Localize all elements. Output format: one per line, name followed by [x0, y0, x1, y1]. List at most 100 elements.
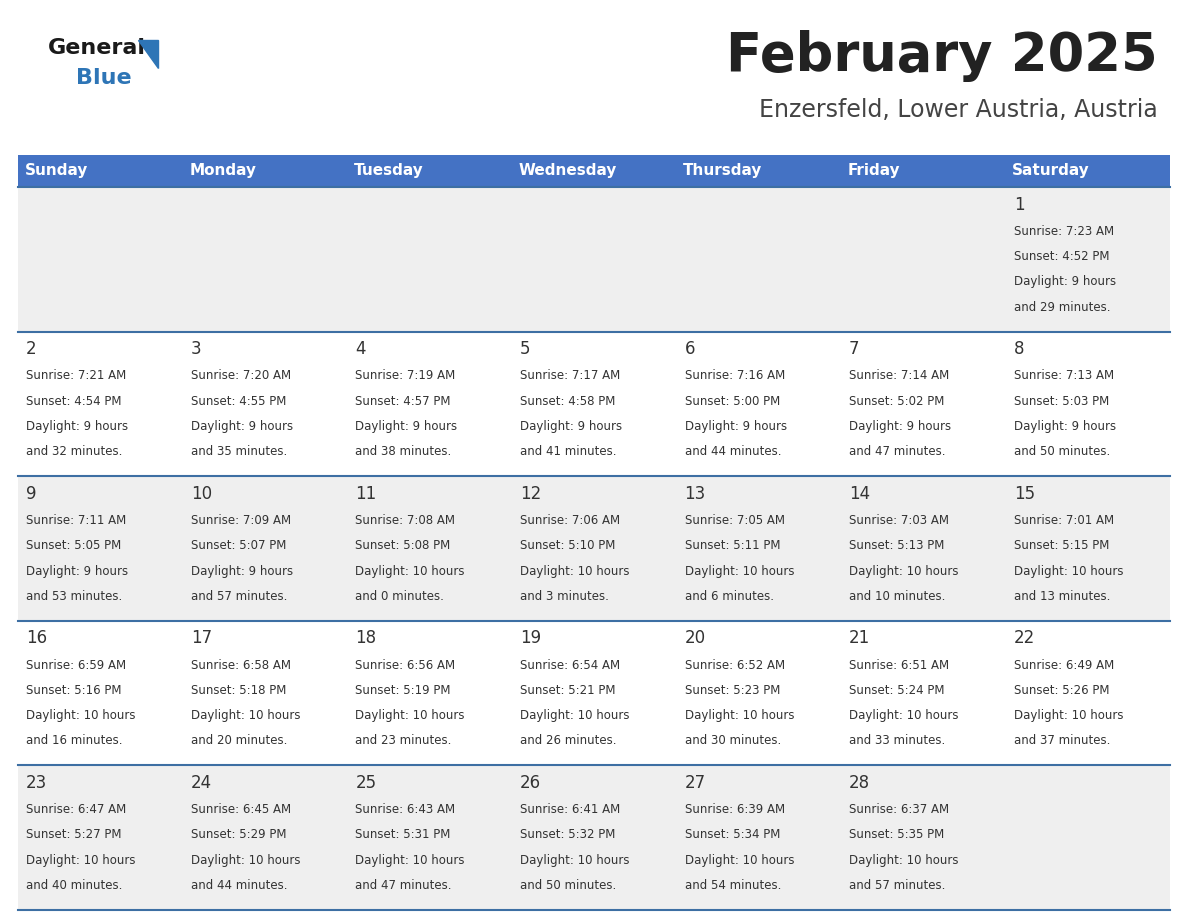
Text: and 3 minutes.: and 3 minutes.: [520, 590, 608, 603]
Text: Sunset: 4:55 PM: Sunset: 4:55 PM: [191, 395, 286, 408]
Bar: [18, 476, 1170, 621]
Text: Thursday: Thursday: [683, 163, 763, 178]
Text: Daylight: 9 hours: Daylight: 9 hours: [191, 565, 293, 577]
Text: 24: 24: [191, 774, 211, 792]
Text: Sunrise: 7:05 AM: Sunrise: 7:05 AM: [684, 514, 784, 527]
Text: 15: 15: [1013, 485, 1035, 503]
Text: and 50 minutes.: and 50 minutes.: [1013, 445, 1110, 458]
Text: 10: 10: [191, 485, 211, 503]
Text: 5: 5: [520, 341, 531, 358]
Text: Daylight: 10 hours: Daylight: 10 hours: [684, 854, 794, 867]
Text: Sunrise: 6:56 AM: Sunrise: 6:56 AM: [355, 658, 455, 672]
Text: Sunset: 5:18 PM: Sunset: 5:18 PM: [191, 684, 286, 697]
Bar: [18, 187, 1170, 331]
Text: Saturday: Saturday: [1012, 163, 1089, 178]
Text: and 26 minutes.: and 26 minutes.: [520, 734, 617, 747]
Text: and 54 minutes.: and 54 minutes.: [684, 879, 781, 892]
Text: Daylight: 9 hours: Daylight: 9 hours: [1013, 420, 1116, 433]
Text: and 44 minutes.: and 44 minutes.: [191, 879, 287, 892]
Text: Friday: Friday: [847, 163, 901, 178]
Text: and 29 minutes.: and 29 minutes.: [1013, 301, 1110, 314]
Text: Tuesday: Tuesday: [354, 163, 423, 178]
Text: Sunset: 5:02 PM: Sunset: 5:02 PM: [849, 395, 944, 408]
Text: and 47 minutes.: and 47 minutes.: [849, 445, 946, 458]
Text: Sunrise: 7:17 AM: Sunrise: 7:17 AM: [520, 369, 620, 383]
Text: and 0 minutes.: and 0 minutes.: [355, 590, 444, 603]
Text: Sunrise: 6:43 AM: Sunrise: 6:43 AM: [355, 803, 455, 816]
Text: Sunrise: 6:37 AM: Sunrise: 6:37 AM: [849, 803, 949, 816]
Text: Daylight: 9 hours: Daylight: 9 hours: [520, 420, 623, 433]
Bar: [18, 331, 1170, 476]
Text: Sunrise: 6:59 AM: Sunrise: 6:59 AM: [26, 658, 126, 672]
Text: Daylight: 10 hours: Daylight: 10 hours: [520, 854, 630, 867]
Text: and 53 minutes.: and 53 minutes.: [26, 590, 122, 603]
Text: Sunrise: 7:21 AM: Sunrise: 7:21 AM: [26, 369, 126, 383]
Text: Sunset: 5:23 PM: Sunset: 5:23 PM: [684, 684, 779, 697]
Text: Sunrise: 7:06 AM: Sunrise: 7:06 AM: [520, 514, 620, 527]
Text: Sunrise: 6:41 AM: Sunrise: 6:41 AM: [520, 803, 620, 816]
Text: 28: 28: [849, 774, 871, 792]
Text: and 50 minutes.: and 50 minutes.: [520, 879, 617, 892]
Text: and 32 minutes.: and 32 minutes.: [26, 445, 122, 458]
Text: 21: 21: [849, 630, 871, 647]
Text: 22: 22: [1013, 630, 1035, 647]
Text: and 38 minutes.: and 38 minutes.: [355, 445, 451, 458]
Text: 23: 23: [26, 774, 48, 792]
Text: 9: 9: [26, 485, 37, 503]
Text: Daylight: 9 hours: Daylight: 9 hours: [1013, 275, 1116, 288]
Text: Sunset: 4:52 PM: Sunset: 4:52 PM: [1013, 250, 1110, 263]
Text: Sunset: 4:58 PM: Sunset: 4:58 PM: [520, 395, 615, 408]
Text: Sunrise: 6:45 AM: Sunrise: 6:45 AM: [191, 803, 291, 816]
Text: Sunrise: 6:54 AM: Sunrise: 6:54 AM: [520, 658, 620, 672]
Text: and 10 minutes.: and 10 minutes.: [849, 590, 946, 603]
Text: 1: 1: [1013, 196, 1024, 214]
Text: Sunset: 5:19 PM: Sunset: 5:19 PM: [355, 684, 451, 697]
Text: Sunset: 5:32 PM: Sunset: 5:32 PM: [520, 828, 615, 842]
Text: Sunrise: 7:13 AM: Sunrise: 7:13 AM: [1013, 369, 1114, 383]
Text: 2: 2: [26, 341, 37, 358]
Text: Sunset: 5:21 PM: Sunset: 5:21 PM: [520, 684, 615, 697]
Bar: [676, 155, 841, 187]
Polygon shape: [138, 40, 158, 68]
Bar: [183, 155, 347, 187]
Text: Sunset: 5:10 PM: Sunset: 5:10 PM: [520, 539, 615, 553]
Text: Sunset: 5:00 PM: Sunset: 5:00 PM: [684, 395, 779, 408]
Text: 14: 14: [849, 485, 871, 503]
Text: Sunset: 5:13 PM: Sunset: 5:13 PM: [849, 539, 944, 553]
Text: Sunset: 5:29 PM: Sunset: 5:29 PM: [191, 828, 286, 842]
Text: Sunrise: 6:52 AM: Sunrise: 6:52 AM: [684, 658, 784, 672]
Text: Sunrise: 7:16 AM: Sunrise: 7:16 AM: [684, 369, 785, 383]
Text: February 2025: February 2025: [726, 30, 1158, 82]
Text: 17: 17: [191, 630, 211, 647]
Text: Sunset: 5:05 PM: Sunset: 5:05 PM: [26, 539, 121, 553]
Text: Sunset: 5:03 PM: Sunset: 5:03 PM: [1013, 395, 1108, 408]
Text: Sunset: 5:16 PM: Sunset: 5:16 PM: [26, 684, 121, 697]
Text: and 13 minutes.: and 13 minutes.: [1013, 590, 1110, 603]
Text: Sunday: Sunday: [25, 163, 88, 178]
Text: Daylight: 10 hours: Daylight: 10 hours: [520, 710, 630, 722]
Text: 11: 11: [355, 485, 377, 503]
Text: Daylight: 9 hours: Daylight: 9 hours: [355, 420, 457, 433]
Text: 7: 7: [849, 341, 860, 358]
Text: Blue: Blue: [76, 68, 132, 88]
Text: Sunrise: 6:47 AM: Sunrise: 6:47 AM: [26, 803, 126, 816]
Text: Sunrise: 7:20 AM: Sunrise: 7:20 AM: [191, 369, 291, 383]
Text: and 23 minutes.: and 23 minutes.: [355, 734, 451, 747]
Text: Sunset: 5:35 PM: Sunset: 5:35 PM: [849, 828, 944, 842]
Text: Sunrise: 7:11 AM: Sunrise: 7:11 AM: [26, 514, 126, 527]
Text: Sunset: 5:27 PM: Sunset: 5:27 PM: [26, 828, 121, 842]
Text: Daylight: 9 hours: Daylight: 9 hours: [26, 420, 128, 433]
Text: 26: 26: [520, 774, 541, 792]
Bar: [347, 155, 512, 187]
Text: 25: 25: [355, 774, 377, 792]
Text: Daylight: 10 hours: Daylight: 10 hours: [1013, 565, 1123, 577]
Text: 3: 3: [191, 341, 202, 358]
Text: Enzersfeld, Lower Austria, Austria: Enzersfeld, Lower Austria, Austria: [759, 98, 1158, 122]
Text: and 33 minutes.: and 33 minutes.: [849, 734, 946, 747]
Text: Sunrise: 7:19 AM: Sunrise: 7:19 AM: [355, 369, 456, 383]
Text: Daylight: 10 hours: Daylight: 10 hours: [520, 565, 630, 577]
Text: 19: 19: [520, 630, 541, 647]
Text: Daylight: 10 hours: Daylight: 10 hours: [849, 565, 959, 577]
Text: 4: 4: [355, 341, 366, 358]
Bar: [18, 155, 183, 187]
